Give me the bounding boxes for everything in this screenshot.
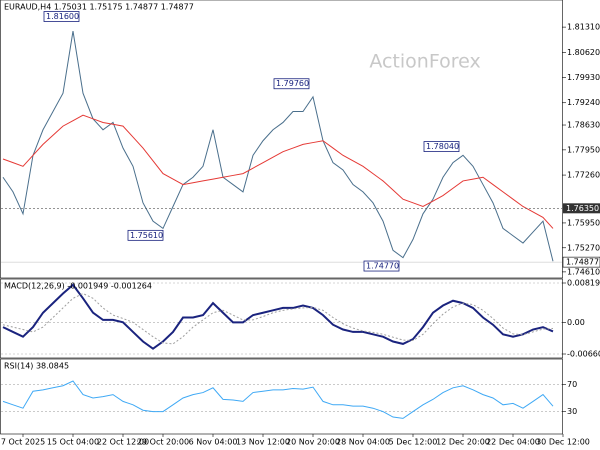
panel-title: RSI(14) 38.0845 [4,362,69,371]
x-tick-label: 5 Dec 12:00 [389,438,438,447]
y-tick-label: 1.77260 [567,171,600,180]
annotation-box [127,229,164,241]
y-tick-label: -0.006604 [567,350,600,359]
x-tick-label: 22 Dec 04:00 [486,438,540,447]
panel-frame [0,278,563,359]
series-line [2,31,554,262]
y-tick-label: 1.79930 [567,73,600,82]
x-tick-label: 28 Nov 04:00 [336,438,390,447]
level-label: 1.76350 [566,204,599,213]
y-tick-label: 0.00 [567,318,585,327]
y-tick-label: 1.77950 [567,145,600,154]
last-label: 1.74877 [566,258,599,267]
series-line [2,292,554,345]
annotation: 1.81600 [46,12,79,21]
annotation-box [363,260,400,272]
y-tick-label: 1.79240 [567,98,600,107]
y-tick-label: 1.75950 [567,218,600,227]
annotation-box [273,78,310,90]
x-tick-label: 30 Dec 12:00 [536,438,590,447]
y-tick-label: 1.74610 [567,267,600,276]
y-tick-label: 1.81310 [567,23,600,32]
level-label-box [563,203,600,214]
x-tick-label: 15 Oct 04:00 [47,438,99,447]
y-tick-label: 70 [567,380,577,389]
x-tick-label: 7 Oct 2025 [1,438,45,447]
annotation-box [43,11,80,22]
series-line [2,380,554,419]
y-tick-label: 1.78630 [567,121,600,130]
series-line [2,283,554,350]
x-tick-label: 6 Nov 04:00 [189,438,238,447]
annotation: 1.79760 [276,79,309,88]
last-label-box [562,256,600,268]
annotation: 1.74770 [366,262,399,271]
watermark: ActionForex [369,51,480,73]
panel-title: MACD(12,26,9) -0.001949 -0.001264 [4,282,152,291]
series-line [2,114,554,229]
panel-title: EURAUD,H4 1.75031 1.75175 1.74877 1.7487… [4,3,194,12]
x-tick-label: 12 Dec 20:00 [436,438,490,447]
x-tick-label: 20 Nov 20:00 [286,438,340,447]
x-tick-label: 29 Oct 20:00 [137,438,189,447]
y-tick-label: 30 [567,407,577,416]
x-tick-label: 22 Oct 12:00 [97,438,149,447]
annotation: 1.75610 [130,231,163,240]
x-tick-label: 13 Nov 12:00 [236,438,290,447]
y-tick-label: 1.80620 [567,48,600,57]
panel-frame [0,358,563,435]
annotation-box [423,141,460,152]
annotation: 1.78040 [426,142,459,151]
y-tick-label: 1.75270 [567,243,600,252]
y-tick-label: 0.008194 [567,279,600,288]
panel-frame [0,0,563,279]
